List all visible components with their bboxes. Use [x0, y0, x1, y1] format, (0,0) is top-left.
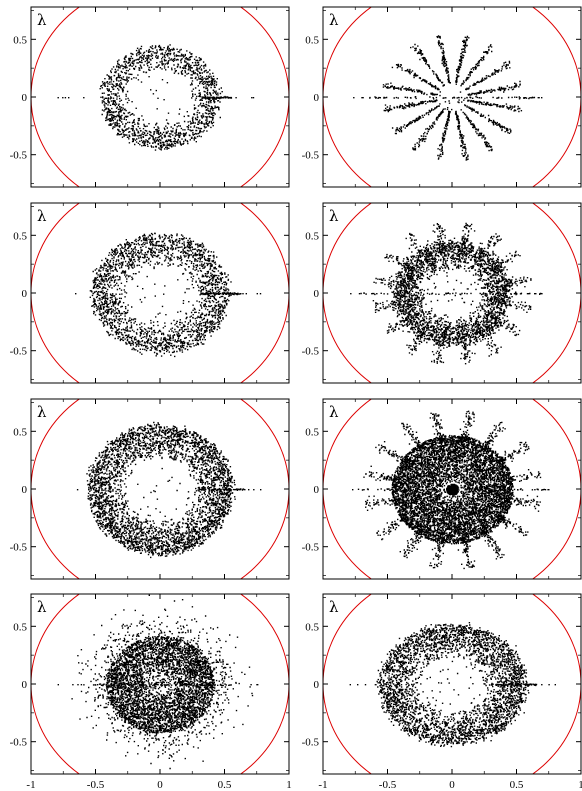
- y-tick-label: -0.5: [10, 737, 28, 749]
- x-tick-label: 0: [157, 779, 163, 791]
- y-tick-label: 0.5: [305, 426, 319, 438]
- panel-frame: [30, 6, 290, 188]
- y-tick-label: 0.5: [13, 34, 27, 46]
- y-tick-label: -0.5: [10, 542, 28, 554]
- plot-area: [31, 203, 289, 383]
- panel-2-0: -0.5 0 0.5 λ: [10, 398, 290, 580]
- plot-area: [323, 399, 581, 579]
- plot-area: [31, 7, 289, 187]
- panel-label-lambda: λ: [329, 11, 339, 29]
- y-tick-label: 0.5: [13, 621, 27, 633]
- eigenvalue-points: [352, 410, 550, 570]
- eigenvalue-points: [75, 232, 262, 358]
- panel-2-1: -0.5 0 0.5 λ: [302, 398, 582, 580]
- panel-label-lambda: λ: [37, 11, 47, 29]
- unit-circle: [31, 399, 289, 579]
- y-tick-label: -0.5: [10, 150, 28, 162]
- panel-label-lambda: λ: [329, 403, 339, 421]
- y-tick-label: -0.5: [302, 737, 320, 749]
- panel-0-1: -0.5 0 0.5 λ: [302, 6, 582, 188]
- panel-label-lambda: λ: [37, 403, 47, 421]
- y-tick-label: -0.5: [302, 542, 320, 554]
- x-tick-label: -1: [26, 779, 35, 791]
- plot-area: [323, 7, 581, 187]
- eigenvalue-points: [57, 44, 255, 151]
- unit-circle: [323, 594, 581, 774]
- panel-1-0: -0.5 0 0.5 λ: [10, 202, 290, 384]
- panel-label-lambda: λ: [37, 207, 47, 225]
- y-tick-label: 0: [314, 679, 320, 691]
- unit-circle: [31, 7, 289, 187]
- eigenvalue-points: [349, 622, 556, 748]
- eigenvalue-points: [57, 594, 259, 770]
- y-tick-label: -0.5: [10, 346, 28, 358]
- plot-area: [31, 594, 289, 774]
- eigenvalue-points: [76, 421, 262, 559]
- y-tick-label: 0.5: [305, 621, 319, 633]
- panel-label-lambda: λ: [329, 207, 339, 225]
- panel-3-0: -0.5 0 0.5 -1 -0.5 0 0.5 1 λ: [10, 593, 292, 791]
- unit-circle: [31, 594, 289, 774]
- x-tick-label: -0.5: [87, 779, 105, 791]
- x-tick-label: 0: [449, 779, 455, 791]
- eigenvalue-points: [350, 222, 543, 365]
- panel-label-lambda: λ: [329, 598, 339, 616]
- x-tick-label: 0.5: [218, 779, 232, 791]
- y-tick-label: 0: [22, 679, 28, 691]
- panel-0-0: -0.5 0 0.5 λ: [10, 6, 290, 188]
- y-tick-label: 0: [314, 92, 320, 104]
- x-tick-label: -1: [318, 779, 327, 791]
- y-tick-label: 0.5: [13, 230, 27, 242]
- panel-3-1: -0.5 0 0.5 -1 -0.5 0 0.5 1 λ: [302, 593, 582, 791]
- eigenvalue-points: [353, 35, 543, 161]
- panel-label-lambda: λ: [37, 598, 47, 616]
- y-tick-label: 0: [22, 288, 28, 300]
- y-tick-label: 0: [314, 288, 320, 300]
- y-tick-label: 0.5: [305, 230, 319, 242]
- y-tick-label: 0: [314, 484, 320, 496]
- unit-circle: [31, 203, 289, 383]
- panel-frame: [30, 398, 290, 580]
- plot-area: [31, 399, 289, 579]
- y-tick-label: 0.5: [305, 34, 319, 46]
- plot-area: [323, 594, 581, 774]
- y-tick-label: 0: [22, 92, 28, 104]
- x-tick-label: 1: [578, 779, 582, 791]
- plot-area: [323, 203, 581, 383]
- y-tick-label: 0: [22, 484, 28, 496]
- x-tick-label: -0.5: [379, 779, 397, 791]
- y-tick-label: 0.5: [13, 426, 27, 438]
- x-tick-label: 0.5: [510, 779, 524, 791]
- x-tick-label: 1: [286, 779, 292, 791]
- panel-frame: [30, 202, 290, 384]
- y-tick-label: -0.5: [302, 150, 320, 162]
- panel-1-1: -0.5 0 0.5 λ: [302, 202, 582, 384]
- y-tick-label: -0.5: [302, 346, 320, 358]
- unit-circle: [323, 7, 581, 187]
- panel-frame: [30, 593, 290, 775]
